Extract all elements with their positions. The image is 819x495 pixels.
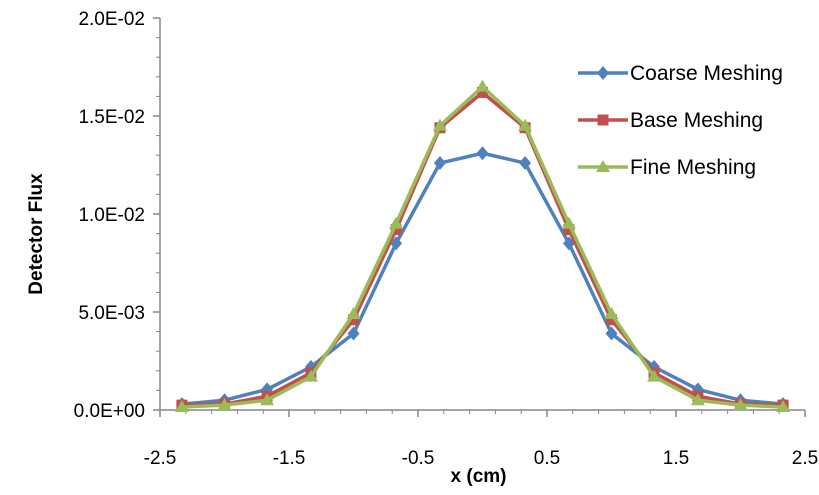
data-point (174, 400, 189, 413)
x-axis-title: x (cm) (451, 466, 507, 487)
data-point (519, 156, 532, 171)
data-point (606, 314, 617, 326)
data-point (347, 326, 360, 341)
x-tick-label: -0.5 (402, 448, 435, 469)
data-point (604, 306, 619, 319)
x-tick-label: -2.5 (144, 448, 177, 469)
legend-item: Base Meshing (578, 109, 763, 132)
data-point (518, 118, 533, 131)
data-point (690, 393, 705, 406)
y-tick-label: 1.5E-02 (78, 107, 145, 128)
legend-marker (596, 160, 610, 172)
series-line (181, 90, 784, 407)
x-tick-label: -1.5 (273, 448, 306, 469)
data-point (303, 369, 318, 382)
y-axis-title: Detector Flux (26, 173, 47, 295)
series-fine-meshing (174, 79, 791, 413)
legend-marker (597, 66, 609, 80)
data-point (647, 369, 662, 382)
y-tick-label: 1.0E-02 (78, 205, 145, 226)
legend-item: Coarse Meshing (578, 62, 783, 85)
legend-item: Fine Meshing (578, 156, 756, 179)
data-point (390, 224, 402, 236)
x-tick-label: 0.5 (534, 448, 560, 469)
data-point (477, 86, 488, 98)
data-point (776, 400, 791, 413)
data-point (346, 306, 361, 319)
y-tick-label: 5.0E-03 (78, 303, 145, 324)
data-point (389, 216, 404, 229)
series-base-meshing (176, 86, 789, 411)
series-line (181, 84, 784, 409)
y-tick-label: 2.0E-02 (78, 9, 145, 30)
x-tick-label: 2.5 (792, 448, 818, 469)
data-point (217, 398, 232, 411)
data-point (348, 314, 359, 326)
x-tick-label: 1.5 (663, 448, 689, 469)
data-point (605, 326, 618, 341)
legend-marker (597, 114, 609, 126)
data-point (260, 393, 275, 406)
series (174, 79, 791, 413)
legend: Coarse Meshing Base Meshing Fine Meshing (578, 62, 783, 179)
series-line (181, 151, 784, 406)
y-tick-label: 0.0E+00 (74, 401, 145, 422)
data-point (432, 118, 447, 131)
data-point (561, 216, 576, 229)
ticks: 0.0E+00 5.0E-03 1.0E-02 1.5E-02 2.0E-02 -2.5 -… (74, 9, 819, 469)
legend-label: Base Meshing (630, 109, 763, 132)
data-point (476, 146, 489, 161)
legend-label: Coarse Meshing (630, 62, 783, 85)
data-point (433, 156, 446, 171)
series-coarse-meshing (175, 146, 790, 412)
legend-label: Fine Meshing (630, 156, 756, 179)
data-point (563, 224, 575, 236)
data-point (733, 398, 748, 411)
data-point (475, 79, 490, 92)
